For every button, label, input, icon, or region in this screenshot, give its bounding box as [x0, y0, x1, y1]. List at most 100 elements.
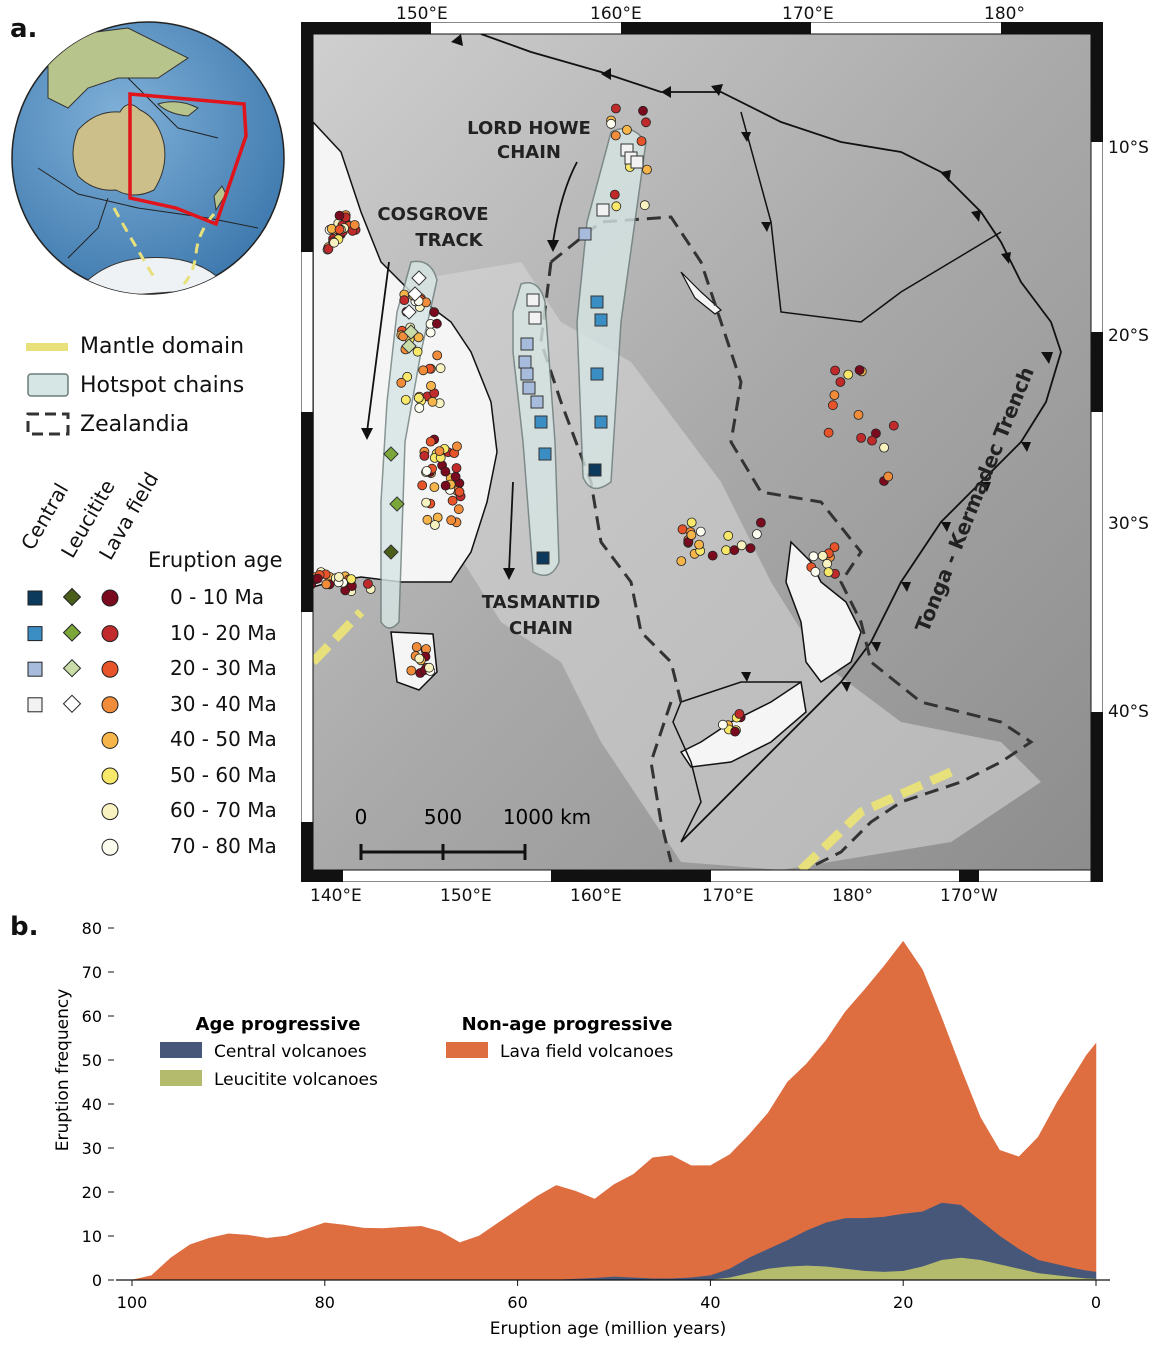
y-tick-label: 0	[92, 1271, 102, 1290]
lava-field-volcano	[829, 542, 840, 552]
lava-field-volcano	[346, 574, 357, 584]
nz-south-island	[679, 680, 807, 768]
map-top-tick-180: 180°	[984, 4, 1025, 24]
lava-field-volcano	[414, 653, 425, 664]
lava-field-volcano	[611, 201, 622, 212]
label-lord-howe-1: LORD HOWE	[467, 118, 591, 139]
lava-field-volcano	[450, 471, 461, 482]
y-tick-label: 60	[82, 1007, 102, 1026]
mantle-domain-west	[309, 608, 365, 666]
scale-label-500: 500	[424, 805, 462, 829]
y-ticks: 0 10 20 30 40 50 60 70 80	[82, 919, 114, 1290]
legend-lava-circle-4	[101, 731, 119, 749]
lava-field-volcano	[707, 550, 718, 561]
lava-field-volcano	[734, 709, 745, 719]
tasman-map: LORD HOWE CHAIN COSGROVE TRACK TASMANTID…	[301, 22, 1103, 882]
legend-lava-circle-2	[101, 660, 119, 678]
leucitite-volcano	[411, 270, 427, 286]
central-volcano	[538, 447, 552, 461]
y-tick-label: 10	[82, 1227, 102, 1246]
hotspot-cosgrove	[380, 260, 438, 629]
lava-field-volcano	[729, 545, 740, 556]
lava-field-volcano	[424, 662, 435, 673]
lava-field-volcano	[610, 103, 621, 114]
lava-field-volcano	[686, 530, 697, 540]
central-volcano	[594, 313, 608, 327]
legend-label-leucitite: Leucitite volcanoes	[214, 1070, 378, 1090]
map-top-tick-150: 150°E	[396, 4, 448, 24]
trench-teeth	[451, 34, 1053, 692]
x-tick-label: 0	[1091, 1293, 1101, 1312]
leucitite-volcano	[389, 496, 405, 512]
lava-field-volcano	[432, 350, 443, 361]
lava-field-volcano	[879, 442, 889, 453]
lava-field-volcano	[349, 220, 360, 230]
y-tick-label: 20	[82, 1183, 102, 1202]
legend-age-6: 60 - 70 Ma	[170, 798, 277, 822]
legend-central-square-0	[27, 590, 43, 606]
x-tick-label: 20	[893, 1293, 913, 1312]
lava-field-volcano	[413, 332, 424, 343]
map-bottom-tick-170w: 170°W	[940, 886, 998, 906]
lava-field-volcano	[695, 526, 706, 537]
central-volcano	[590, 367, 604, 381]
lava-field-volcano	[421, 497, 431, 508]
x-ticks: 100 80 60 40 20 0	[117, 1280, 1101, 1312]
lava-field-volcano	[686, 517, 697, 528]
legend-age-title: Eruption age	[148, 548, 283, 572]
lava-field-volcano	[817, 551, 828, 561]
lava-field-volcano	[883, 471, 894, 482]
lava-field-volcano	[321, 579, 332, 590]
lava-field-volcano	[429, 482, 440, 493]
lava-field-volcano	[396, 377, 407, 388]
map-top-tick-160: 160°E	[590, 4, 642, 24]
legend-label-central: Central volcanoes	[214, 1042, 367, 1062]
legend-age-2: 20 - 30 Ma	[170, 656, 277, 680]
legend-swatch-leucitite	[160, 1070, 202, 1086]
y-tick-label: 80	[82, 919, 102, 938]
central-volcano	[530, 395, 544, 409]
central-volcano	[588, 463, 602, 477]
lava-field-volcano	[810, 567, 821, 577]
label-lord-howe-2: CHAIN	[497, 142, 561, 163]
scale-label-1000: 1000 km	[503, 805, 591, 829]
scale-label-0: 0	[355, 805, 368, 829]
lava-field-volcano	[447, 495, 458, 506]
mantle-domain-east	[797, 767, 953, 874]
x-tick-label: 80	[315, 1293, 335, 1312]
lava-field-volcano	[723, 530, 734, 541]
leucitite-volcano	[401, 304, 417, 320]
lava-field-volcano	[413, 392, 424, 403]
central-volcano	[536, 551, 550, 565]
y-tick-label: 40	[82, 1095, 102, 1114]
lava-field-volcano	[421, 466, 432, 476]
lava-field-volcano	[730, 726, 741, 737]
legend-group-non-age-progressive: Non-age progressive	[462, 1014, 673, 1035]
lava-field-volcano	[440, 466, 451, 477]
legend-age-7: 70 - 80 Ma	[170, 834, 277, 858]
legend-group-age-progressive: Age progressive	[196, 1014, 361, 1035]
map-lat-tick-30: 30°S	[1108, 514, 1149, 534]
legend-leucitite-diamond-0	[62, 587, 82, 607]
lava-field-volcano	[431, 318, 442, 329]
legend-lava-circle-3	[101, 696, 119, 714]
lava-field-volcano	[434, 446, 445, 457]
legend-age-1: 10 - 20 Ma	[170, 621, 277, 645]
legend-age-3: 30 - 40 Ma	[170, 692, 277, 716]
x-axis-label: Eruption age (million years)	[490, 1319, 726, 1339]
lava-field-volcano	[853, 409, 864, 420]
lava-field-volcano	[856, 432, 866, 443]
y-tick-label: 70	[82, 963, 102, 982]
legend-age-5: 50 - 60 Ma	[170, 763, 277, 787]
legend-age-4: 40 - 50 Ma	[170, 727, 277, 751]
lava-field-volcano	[452, 441, 462, 452]
central-volcano	[630, 155, 644, 169]
lava-field-volcano	[736, 540, 747, 551]
lava-field-volcano	[641, 117, 651, 128]
leucitite-volcano	[407, 286, 423, 302]
legend-swatch-central	[160, 1042, 202, 1058]
legend-leucitite-diamond-2	[62, 659, 82, 678]
lava-field-volcano	[454, 486, 465, 497]
lava-field-volcano	[425, 436, 436, 447]
lava-field-volcano	[835, 377, 846, 387]
